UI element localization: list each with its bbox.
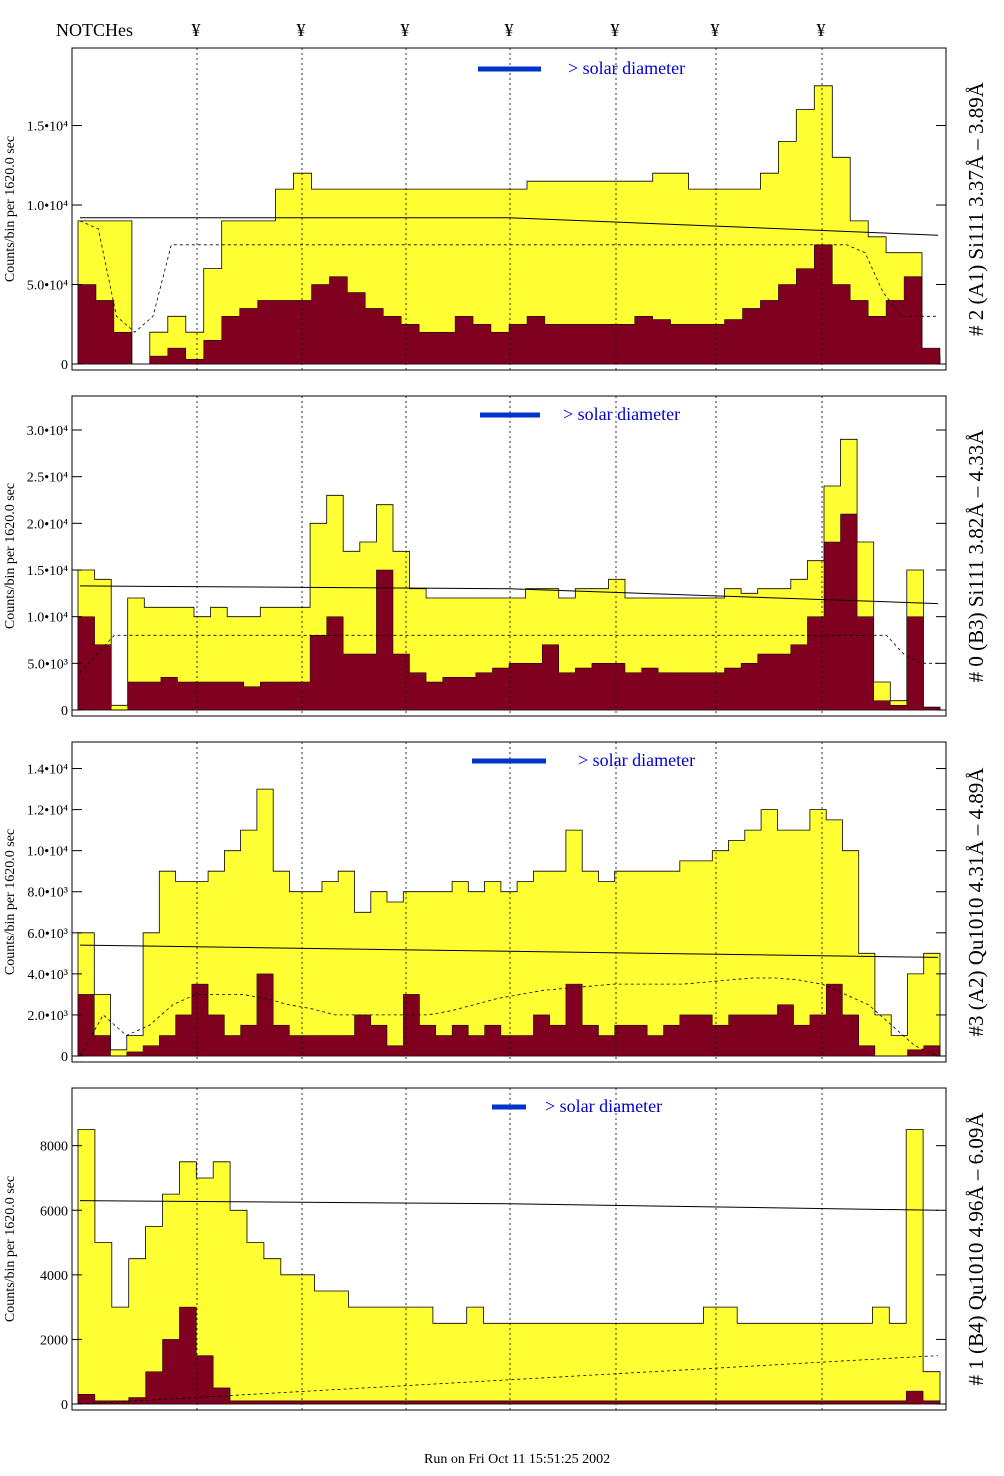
y-axis-label: Counts/bin per 1620.0 sec — [3, 829, 18, 975]
series-low-fill — [77, 513, 941, 711]
notch-marker: ¥ — [297, 20, 306, 40]
series-total-fill — [77, 1129, 941, 1405]
legend-text: > solar diameter — [545, 1096, 662, 1116]
y-tick-label: 3.0•10⁴ — [27, 424, 68, 439]
notch-marker: ¥ — [611, 20, 620, 40]
y-tick-label: 8.0•10³ — [27, 886, 68, 901]
y-axis-label: Counts/bin per 1620.0 sec — [3, 1176, 18, 1322]
panel-3: 0 2.0•10³ 4.0•10³ 6.0•10³ 8.0•10³ 1.0•10⁴ 1.2•… — [3, 741, 988, 1065]
notch-marker: ¥ — [817, 20, 826, 40]
y-tick-label: 2.0•10⁴ — [27, 517, 68, 532]
panel-4: 0 2000 4000 6000 8000 Counts/bin per 1620.0 s… — [3, 1087, 988, 1413]
panel-1: 0 5.0•10⁴ 1.0•10⁴ 1.5•10⁴ Counts/bin per 162… — [3, 47, 988, 373]
legend-text: > solar diameter — [563, 404, 680, 424]
y-tick-label: 1.5•10⁴ — [27, 564, 68, 579]
panel-2: 0 5.0•10³ 1.0•10⁴ 1.5•10⁴ 2.0•10⁴ 2.5•10⁴ 3.0•… — [3, 395, 988, 719]
notch-marker: ¥ — [401, 20, 410, 40]
y-tick-label: 0 — [61, 358, 68, 373]
y-axis-label: Counts/bin per 1620.0 sec — [3, 483, 18, 629]
series-model-dashed — [79, 1355, 939, 1405]
y-tick-label: 2.0•10³ — [27, 1009, 68, 1024]
y-tick-label: 2.5•10⁴ — [27, 471, 68, 486]
series-total-fill — [77, 788, 941, 1057]
notch-marker: ¥ — [192, 20, 201, 40]
legend-text: > solar diameter — [568, 58, 685, 78]
y-tick-label: 5.0•10⁴ — [27, 279, 68, 294]
y-tick-label: 2000 — [40, 1333, 68, 1348]
series-low-fill — [77, 973, 941, 1057]
series-total-fill — [77, 85, 941, 365]
series-reference-line — [79, 1200, 939, 1211]
series-model-dashed — [79, 977, 939, 1057]
panel-title: # 1 (B4) Qu1010 4.96Å – 6.09Å — [964, 1112, 988, 1386]
notch-marker: ¥ — [505, 20, 514, 40]
notch-marker: ¥ — [711, 20, 720, 40]
series-total-fill — [77, 438, 941, 711]
series-reference-line — [80, 217, 939, 236]
notches-label: NOTCHes — [56, 20, 133, 40]
series-reference-line — [79, 944, 939, 958]
y-tick-label: 0 — [61, 1050, 68, 1065]
legend-text: > solar diameter — [578, 750, 695, 770]
y-tick-label: 8000 — [40, 1140, 68, 1155]
panel-title: #3 (A2) Qu1010 4.31Å – 4.89Å — [964, 767, 988, 1037]
y-tick-label: 1.0•10⁴ — [27, 611, 68, 626]
footer-run-date: Run on Fri Oct 11 15:51:25 2002 — [424, 1452, 611, 1467]
series-model-dashed — [79, 634, 938, 673]
y-tick-label: 1.4•10⁴ — [27, 763, 68, 778]
y-tick-label: 5.0•10³ — [27, 657, 68, 672]
y-tick-label: 6.0•10³ — [27, 927, 68, 942]
y-tick-label: 1.0•10⁴ — [27, 199, 68, 214]
y-tick-label: 1.2•10⁴ — [27, 804, 68, 819]
y-tick-label: 4000 — [40, 1269, 68, 1284]
y-tick-label: 0 — [61, 704, 68, 719]
series-low-fill — [77, 1306, 941, 1405]
y-tick-label: 4.0•10³ — [27, 968, 68, 983]
series-model-dashed — [79, 220, 938, 333]
y-tick-label: 6000 — [40, 1204, 68, 1219]
series-reference-line — [79, 585, 939, 605]
panel-title: # 2 (A1) Si111 3.37Å – 3.89Å — [964, 81, 988, 336]
y-tick-label: 0 — [61, 1398, 68, 1413]
y-axis-label: Counts/bin per 1620.0 sec — [3, 136, 18, 282]
y-tick-label: 1.5•10⁴ — [27, 120, 68, 135]
y-tick-label: 1.0•10⁴ — [27, 845, 68, 860]
panel-title: # 0 (B3) Si111 3.82Å – 4.33Å — [964, 429, 988, 683]
